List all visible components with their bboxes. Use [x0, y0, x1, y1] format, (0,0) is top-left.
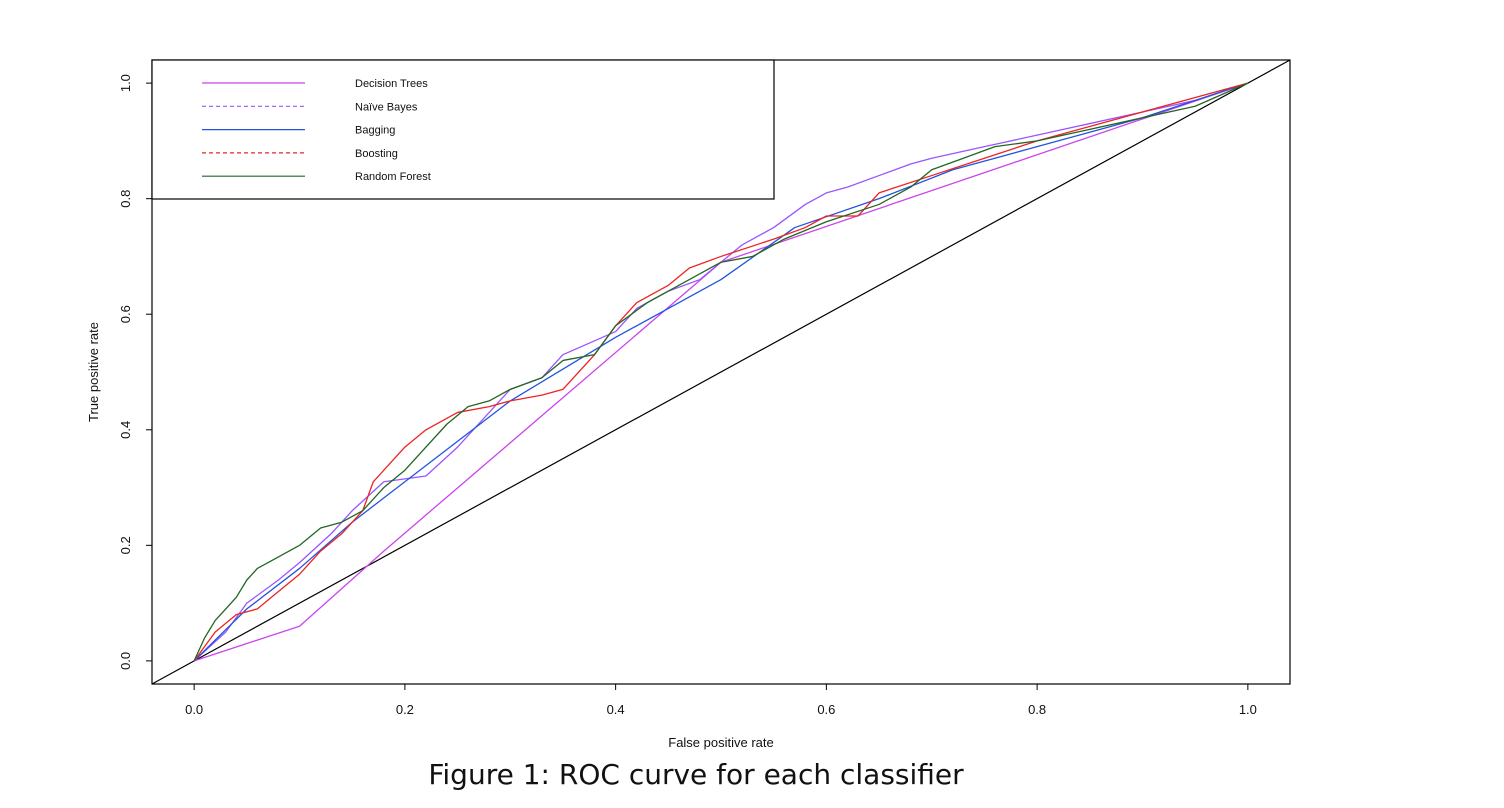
y-tick-label: 0.2 [118, 536, 133, 554]
y-axis-label: True positive rate [86, 322, 101, 422]
legend-label: Boosting [355, 148, 398, 160]
y-tick-label: 0.4 [118, 421, 133, 439]
x-axis-label: False positive rate [668, 735, 774, 750]
legend-label: Bagging [355, 125, 395, 137]
x-tick-label: 0.0 [185, 702, 203, 717]
chance-diagonal-line [151, 59, 1291, 685]
x-tick-label: 1.0 [1239, 702, 1257, 717]
series-line-bagging [193, 82, 1249, 662]
series-line-random-forest [193, 82, 1249, 662]
x-tick-label: 0.6 [817, 702, 835, 717]
series-line-boosting [193, 82, 1249, 662]
x-tick-label: 0.8 [1028, 702, 1046, 717]
legend-label: Random Forest [355, 171, 431, 183]
y-tick-label: 0.8 [118, 190, 133, 208]
x-axis: 0.0 0.2 0.4 0.6 0.8 1.0 [185, 684, 1257, 717]
y-tick-label: 0.0 [118, 652, 133, 670]
series-line-decision-trees [193, 82, 1249, 662]
legend-label: Decision Trees [355, 78, 428, 90]
figure-caption: Figure 1: ROC curve for each classifier [428, 758, 964, 791]
legend: Decision Trees Naïve Bayes Bagging Boosting… [151, 59, 775, 200]
y-axis: 0.0 0.2 0.4 0.6 0.8 1.0 [118, 74, 152, 670]
series-lines [151, 59, 1291, 685]
y-tick-label: 1.0 [118, 74, 133, 92]
legend-label: Naïve Bayes [355, 101, 418, 113]
y-tick-label: 0.6 [118, 305, 133, 323]
roc-chart: 0.0 0.2 0.4 0.6 0.8 1.0 0.0 0.2 0.4 0.6 0.8 1.0 Fa… [86, 59, 1291, 750]
x-tick-label: 0.4 [607, 702, 625, 717]
x-tick-label: 0.2 [396, 702, 414, 717]
